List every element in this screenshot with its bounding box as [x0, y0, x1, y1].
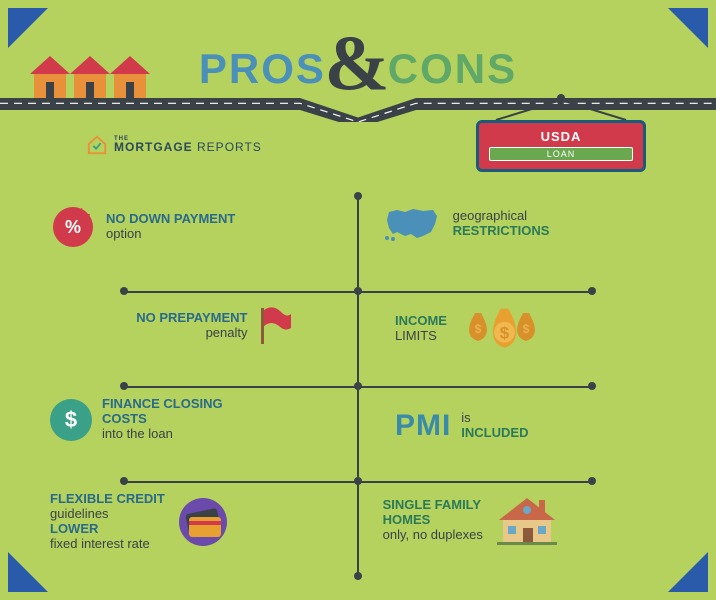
pro-item: $ FINANCE CLOSINGCOSTSinto the loan — [50, 397, 223, 442]
pros-cons-grid: % NO DOWN PAYMENToption NO PREPAYMENTpen… — [50, 196, 666, 576]
grid-dot — [120, 477, 128, 485]
pro-title: FLEXIBLE CREDIT — [50, 492, 165, 507]
svg-text:$: $ — [475, 322, 482, 336]
percent-badge-icon: % — [50, 204, 96, 250]
pro-item: % NO DOWN PAYMENToption — [50, 204, 235, 250]
pro-sub: penalty — [136, 326, 247, 341]
sign-title: USDA — [489, 129, 633, 144]
con-title: INCOME — [395, 314, 447, 329]
pro-title: NO PREPAYMENT — [136, 311, 247, 326]
credit-cards-icon — [175, 497, 231, 547]
pro-sub: fixed interest rate — [50, 537, 165, 552]
pro-item: NO PREPAYMENTpenalty — [136, 306, 295, 346]
svg-text:$: $ — [500, 323, 510, 342]
pro-sub: into the loan — [102, 427, 223, 442]
grid-dot — [588, 477, 596, 485]
grid-dot — [588, 287, 596, 295]
grid-dot — [354, 382, 362, 390]
dollar-circle-icon: $ — [50, 399, 92, 441]
house-check-icon — [86, 134, 108, 156]
sign-board: USDA LOAN — [476, 120, 646, 172]
sign-subtitle: LOAN — [489, 147, 633, 161]
grid-dot — [354, 477, 362, 485]
con-title: RESTRICTIONS — [453, 224, 550, 239]
houses-icon — [30, 42, 160, 102]
grid-dot — [354, 287, 362, 295]
house-icon — [493, 492, 561, 548]
usa-map-icon — [383, 204, 443, 244]
title-pros: PROS — [199, 45, 326, 93]
flag-icon — [257, 306, 295, 346]
con-sub: geographical — [453, 209, 550, 224]
pro-sub: option — [106, 227, 235, 242]
con-item: geographicalRESTRICTIONS — [383, 204, 550, 244]
pro-title: FINANCE CLOSING — [102, 397, 223, 412]
grid-dot — [120, 382, 128, 390]
money-bags-icon: $ $ $ — [457, 299, 547, 359]
corner-bl — [8, 552, 48, 592]
pro-item: FLEXIBLE CREDITguidelinesLOWERfixed inte… — [50, 492, 231, 552]
pro-title: COSTS — [102, 412, 223, 427]
svg-text:%: % — [65, 217, 81, 237]
loan-sign: USDA LOAN — [476, 128, 646, 172]
grid-dot — [120, 287, 128, 295]
con-sub: is — [461, 411, 528, 426]
sign-hanger-icon — [476, 94, 646, 120]
con-item: SINGLE FAMILYHOMESonly, no duplexes — [383, 492, 561, 548]
brand-logo: THE MORTGAGE REPORTS — [86, 134, 262, 156]
con-title: HOMES — [383, 513, 483, 528]
con-item: PMI isINCLUDED — [395, 409, 529, 443]
pmi-label: PMI — [395, 409, 451, 443]
con-item: INCOMELIMITS $ $ $ — [395, 299, 547, 359]
grid-dot — [354, 192, 362, 200]
con-sub: only, no duplexes — [383, 528, 483, 543]
con-sub: LIMITS — [395, 329, 447, 344]
con-title: INCLUDED — [461, 426, 528, 441]
grid-dot — [354, 572, 362, 580]
title-cons: CONS — [388, 45, 517, 93]
brand-text: THE MORTGAGE REPORTS — [114, 136, 262, 154]
pro-title: NO DOWN PAYMENT — [106, 212, 235, 227]
pro-sub: guidelines — [50, 507, 165, 522]
corner-br — [668, 552, 708, 592]
svg-text:$: $ — [523, 322, 530, 336]
infographic-canvas: PROS & CONS THE MORTGAGE REPORTS — [0, 0, 716, 600]
pro-title: LOWER — [50, 522, 165, 537]
con-title: SINGLE FAMILY — [383, 498, 483, 513]
grid-dot — [588, 382, 596, 390]
